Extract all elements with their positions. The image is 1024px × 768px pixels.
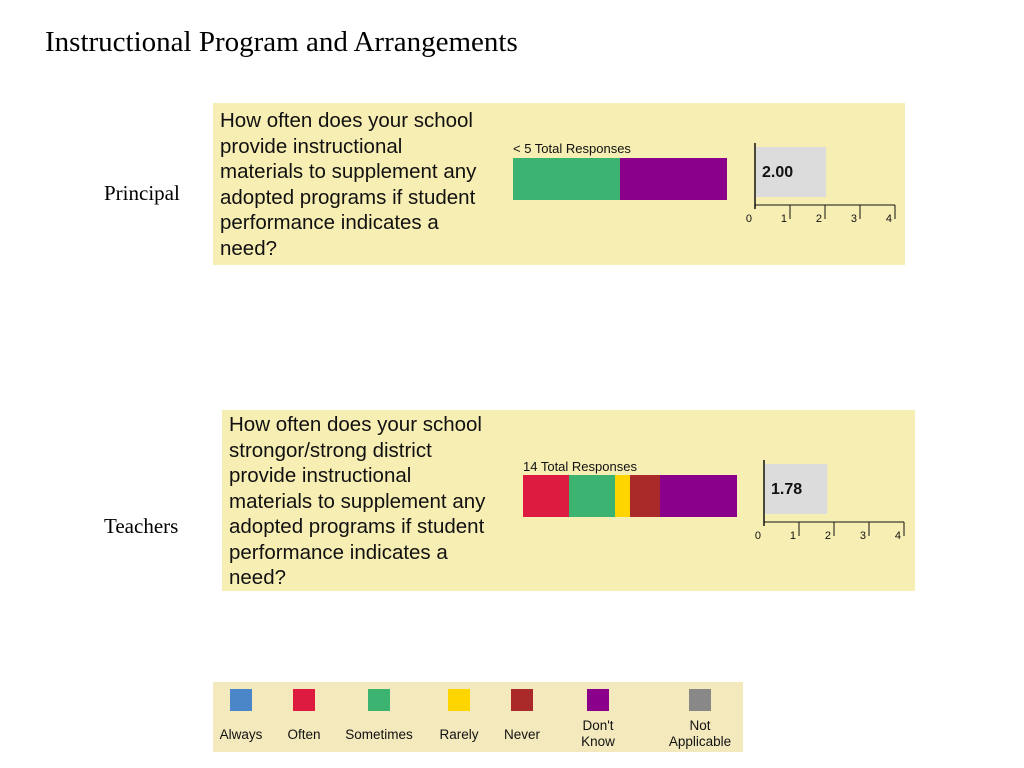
gauge-tick-label: 0	[755, 530, 761, 542]
gauge-tick-label: 2	[816, 213, 822, 225]
legend-swatch	[230, 689, 252, 711]
bar-segment-don-t-know	[620, 158, 727, 200]
total-responses-label: < 5 Total Responses	[513, 141, 631, 156]
legend-item-rarely: Rarely	[414, 682, 504, 752]
mean-bar	[756, 147, 826, 197]
chart-panel-principal: How often does your school provide instr…	[213, 103, 905, 265]
gauge-tick-label: 4	[886, 213, 892, 225]
bar-segment-sometimes	[568, 475, 615, 517]
legend: Always Often Sometimes Rarely Never Don't Kno…	[213, 682, 743, 752]
legend-label: Always	[219, 727, 263, 742]
legend-label: Never	[503, 727, 540, 742]
bar-segment-sometimes	[513, 158, 620, 200]
stacked-bar	[523, 475, 737, 517]
legend-swatch	[587, 689, 609, 711]
legend-swatch	[368, 689, 390, 711]
question-text: How often does your school provide instr…	[220, 109, 477, 260]
legend-item-always: Always	[196, 682, 286, 752]
bar-segment-never	[629, 475, 661, 517]
legend-item-not-applicable: Not Applicable	[655, 682, 745, 752]
legend-label: Don't Know	[581, 718, 615, 749]
gauge-tick-label: 0	[746, 213, 752, 225]
legend-item-don-t-know: Don't Know	[553, 682, 643, 752]
legend-swatch	[448, 689, 470, 711]
chart-panel-teachers: How often does your school strongor/stro…	[222, 410, 915, 591]
row-label-principal: Principal	[104, 181, 180, 205]
gauge-tick-label: 1	[781, 213, 787, 225]
legend-swatch	[689, 689, 711, 711]
legend-swatch	[293, 689, 315, 711]
legend-item-never: Never	[477, 682, 567, 752]
total-responses-label: 14 Total Responses	[523, 459, 637, 474]
legend-label: Not Applicable	[668, 718, 732, 749]
legend-item-often: Often	[259, 682, 349, 752]
legend-label: Often	[287, 727, 321, 742]
bar-segment-often	[523, 475, 569, 517]
page-title: Instructional Program and Arrangements	[45, 26, 518, 58]
gauge-tick-label: 4	[895, 530, 901, 542]
mean-gauge: 1.78 0 1 2 3 4	[755, 460, 905, 542]
question-text: How often does your school strongor/stro…	[229, 413, 486, 589]
legend-label: Sometimes	[345, 727, 413, 742]
bar-segment-rarely	[614, 475, 630, 517]
legend-item-sometimes: Sometimes	[334, 682, 424, 752]
mean-bar	[765, 464, 828, 514]
mean-gauge: 2.00 0 1 2 3 4	[746, 143, 896, 225]
gauge-tick-label: 2	[825, 530, 831, 542]
gauge-tick-label: 3	[860, 530, 866, 542]
mean-value-label: 2.00	[762, 164, 793, 181]
legend-swatch	[511, 689, 533, 711]
row-label-teachers: Teachers	[104, 514, 179, 538]
bar-segment-don-t-know	[660, 475, 737, 517]
gauge-tick-label: 3	[851, 213, 857, 225]
stacked-bar	[513, 158, 727, 200]
gauge-tick-label: 1	[790, 530, 796, 542]
mean-value-label: 1.78	[771, 481, 802, 498]
legend-label: Rarely	[439, 727, 479, 742]
